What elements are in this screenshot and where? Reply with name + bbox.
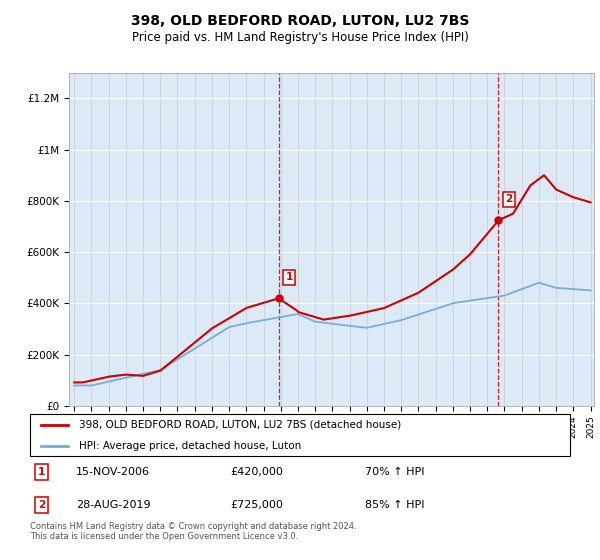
Text: 1: 1 bbox=[38, 467, 46, 477]
Text: £725,000: £725,000 bbox=[230, 500, 283, 510]
Text: 28-AUG-2019: 28-AUG-2019 bbox=[76, 500, 151, 510]
Text: 70% ↑ HPI: 70% ↑ HPI bbox=[365, 467, 424, 477]
Text: 398, OLD BEDFORD ROAD, LUTON, LU2 7BS: 398, OLD BEDFORD ROAD, LUTON, LU2 7BS bbox=[131, 14, 469, 28]
Text: 2: 2 bbox=[38, 500, 46, 510]
Text: Price paid vs. HM Land Registry's House Price Index (HPI): Price paid vs. HM Land Registry's House … bbox=[131, 31, 469, 44]
Text: 398, OLD BEDFORD ROAD, LUTON, LU2 7BS (detached house): 398, OLD BEDFORD ROAD, LUTON, LU2 7BS (d… bbox=[79, 420, 401, 430]
Text: HPI: Average price, detached house, Luton: HPI: Average price, detached house, Luto… bbox=[79, 441, 301, 451]
Text: 15-NOV-2006: 15-NOV-2006 bbox=[76, 467, 150, 477]
Text: £420,000: £420,000 bbox=[230, 467, 283, 477]
Text: Contains HM Land Registry data © Crown copyright and database right 2024.
This d: Contains HM Land Registry data © Crown c… bbox=[30, 522, 356, 542]
Text: 85% ↑ HPI: 85% ↑ HPI bbox=[365, 500, 424, 510]
Text: 2: 2 bbox=[505, 194, 512, 204]
Text: 1: 1 bbox=[286, 272, 293, 282]
FancyBboxPatch shape bbox=[30, 414, 570, 456]
